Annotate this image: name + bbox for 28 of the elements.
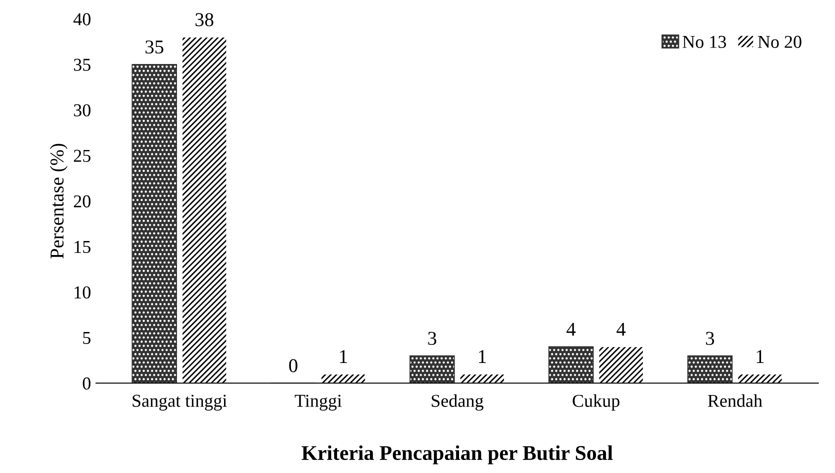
data-label: 1 xyxy=(756,350,764,363)
data-label: 4 xyxy=(616,322,626,336)
x-axis-title: Kriteria Pencapaian per Butir Soal xyxy=(302,445,613,464)
y-tick-label: 10 xyxy=(74,286,90,299)
y-tick-label: 0 xyxy=(82,377,90,390)
data-label: 1 xyxy=(479,350,486,363)
legend-label: No 13 xyxy=(682,36,726,48)
data-label: 35 xyxy=(146,40,164,54)
x-tick-label: Rendah xyxy=(708,394,762,407)
y-tick-label: 5 xyxy=(83,332,90,344)
data-label: 3 xyxy=(706,332,714,345)
y-tick-label: 40 xyxy=(73,13,90,26)
data-label: 0 xyxy=(289,359,298,372)
y-tick-label: 30 xyxy=(74,104,90,116)
legend-label: No 20 xyxy=(758,36,802,48)
y-tick-label: 35 xyxy=(74,58,90,71)
y-tick-label: 15 xyxy=(74,240,90,253)
data-label: 4 xyxy=(566,322,576,336)
data-label: 3 xyxy=(428,332,436,345)
x-tick-label: Cukup xyxy=(572,394,620,411)
y-tick-label: 25 xyxy=(74,150,90,162)
y-tick-label: 20 xyxy=(74,195,90,208)
data-label: 38 xyxy=(196,13,214,26)
x-tick-label: Sangat tinggi xyxy=(132,394,227,411)
data-label: 1 xyxy=(340,350,347,363)
x-tick-label: Tinggi xyxy=(294,394,342,411)
x-tick-label: Sedang xyxy=(432,394,484,411)
y-axis-title: Persentase (%) xyxy=(50,144,68,259)
